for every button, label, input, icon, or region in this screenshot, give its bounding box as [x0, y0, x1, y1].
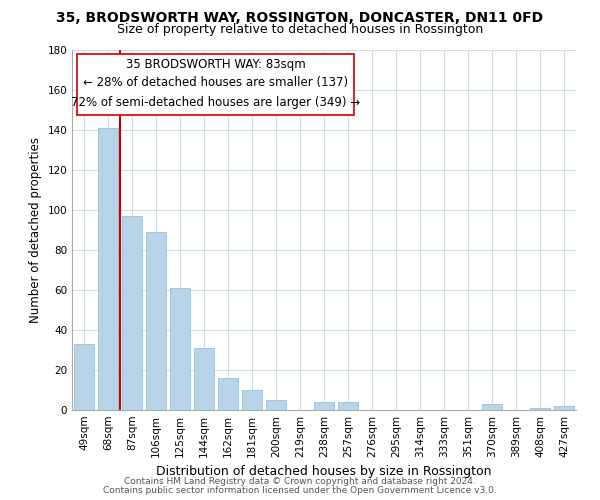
FancyBboxPatch shape: [77, 54, 354, 115]
Text: Contains HM Land Registry data © Crown copyright and database right 2024.: Contains HM Land Registry data © Crown c…: [124, 477, 476, 486]
Bar: [554, 406, 574, 410]
Bar: [122, 216, 142, 410]
Bar: [482, 404, 502, 410]
Bar: [170, 288, 190, 410]
Text: 72% of semi-detached houses are larger (349) →: 72% of semi-detached houses are larger (…: [71, 96, 360, 109]
Text: Size of property relative to detached houses in Rossington: Size of property relative to detached ho…: [117, 22, 483, 36]
X-axis label: Distribution of detached houses by size in Rossington: Distribution of detached houses by size …: [156, 466, 492, 478]
Bar: [218, 378, 238, 410]
Y-axis label: Number of detached properties: Number of detached properties: [29, 137, 42, 323]
Bar: [194, 348, 214, 410]
Text: ← 28% of detached houses are smaller (137): ← 28% of detached houses are smaller (13…: [83, 76, 348, 90]
Bar: [266, 400, 286, 410]
Text: 35, BRODSWORTH WAY, ROSSINGTON, DONCASTER, DN11 0FD: 35, BRODSWORTH WAY, ROSSINGTON, DONCASTE…: [56, 11, 544, 25]
Bar: [530, 408, 550, 410]
Text: 35 BRODSWORTH WAY: 83sqm: 35 BRODSWORTH WAY: 83sqm: [126, 58, 305, 71]
Bar: [314, 402, 334, 410]
Bar: [242, 390, 262, 410]
Bar: [146, 232, 166, 410]
Bar: [98, 128, 118, 410]
Bar: [338, 402, 358, 410]
Bar: [74, 344, 94, 410]
Text: Contains public sector information licensed under the Open Government Licence v3: Contains public sector information licen…: [103, 486, 497, 495]
